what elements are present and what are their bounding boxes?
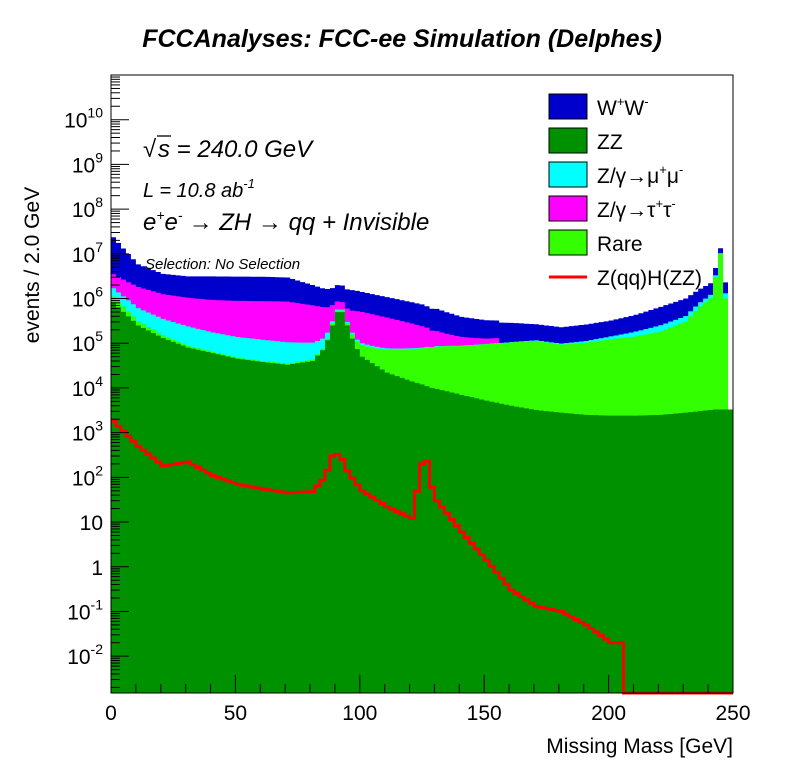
y-tick-label: 105: [72, 328, 103, 356]
legend-swatch: [548, 161, 588, 188]
process-e1: e: [143, 209, 156, 236]
legend-entry: Z(qq)H(ZZ): [549, 267, 702, 290]
x-axis-ticks: 0 50 100 150 200 250: [105, 675, 751, 725]
process-label: e+e- → ZH → qq + Invisible: [143, 207, 429, 236]
plot-frame: [110, 74, 734, 694]
legend-entry: Z/γ→τ+τ-: [548, 195, 676, 222]
y-tick-label: 10-1: [67, 596, 103, 624]
legend-entry: W+W-: [548, 93, 649, 120]
y-tick-label: 104: [72, 373, 103, 401]
legend-label: Rare: [597, 233, 643, 256]
legend-label: Z/γ→τ+τ-: [597, 196, 676, 222]
legend-label: Z(qq)H(ZZ): [597, 267, 702, 290]
y-tick-label: 109: [72, 149, 103, 177]
legend: W+W- ZZ Z/γ→μ+μ- Z/γ→τ+τ- Rare Z(qq)H(ZZ): [548, 93, 702, 290]
plot-area: [111, 237, 733, 695]
y-tick-label: 108: [72, 194, 103, 222]
y-tick-label: 103: [72, 418, 103, 446]
x-axis-label: Missing Mass [GeV]: [546, 735, 733, 758]
legend-label: W+W-: [597, 94, 649, 120]
x-tick-label: 50: [224, 702, 247, 725]
x-tick-label: 200: [591, 702, 626, 725]
y-tick-label: 106: [72, 284, 103, 312]
legend-entry: Rare: [548, 229, 643, 256]
legend-entry: ZZ: [548, 127, 623, 154]
legend-swatch: [548, 93, 588, 120]
selection-label: Selection: No Selection: [145, 256, 300, 273]
annotations: √ s = 240.0 GeV L = 10.8 ab-1 e+e- → ZH →…: [143, 135, 429, 273]
x-tick-label: 0: [105, 702, 117, 725]
stack-layer: [111, 237, 733, 694]
lumi-exponent: -1: [243, 176, 255, 191]
y-tick-label: 102: [72, 462, 103, 490]
line-layer: [111, 419, 733, 695]
y-tick-label: 10: [80, 512, 103, 535]
process-e1-sup: +: [156, 207, 164, 223]
legend-swatch: [548, 127, 588, 154]
legend-entry: Z/γ→μ+μ-: [548, 161, 683, 188]
legend-swatch: [548, 195, 588, 222]
lumi-text: L = 10.8 ab: [143, 180, 243, 202]
x-tick-label: 100: [342, 702, 377, 725]
process-rest: → ZH → qq + Invisible: [189, 209, 430, 236]
y-tick-label: 1010: [64, 105, 103, 133]
y-axis-label: events / 2.0 GeV: [21, 187, 44, 343]
x-tick-label: 250: [715, 702, 750, 725]
process-e2: e: [165, 209, 178, 236]
y-tick-label: 10-2: [67, 641, 103, 669]
sqrt-s-symbol: √: [143, 136, 157, 163]
legend-label: Z/γ→μ+μ-: [597, 162, 683, 188]
stack-area-0: [111, 302, 733, 693]
y-tick-label: 1: [91, 557, 103, 580]
chart-title: FCCAnalyses: FCC-ee Simulation (Delphes): [142, 25, 662, 53]
legend-swatch: [548, 229, 588, 256]
signal-line-0: [111, 419, 733, 695]
y-tick-label: 107: [72, 239, 103, 267]
y-axis-ticks: 10-2 10-1 1 10 102 103 104 105 106 107 108 109 1010: [64, 76, 129, 688]
x-tick-label: 150: [467, 702, 502, 725]
lumi-label: L = 10.8 ab-1: [143, 176, 255, 202]
process-e2-sup: -: [178, 207, 183, 223]
legend-label: ZZ: [597, 131, 623, 154]
sqrt-s-label: s = 240.0 GeV: [158, 136, 314, 163]
